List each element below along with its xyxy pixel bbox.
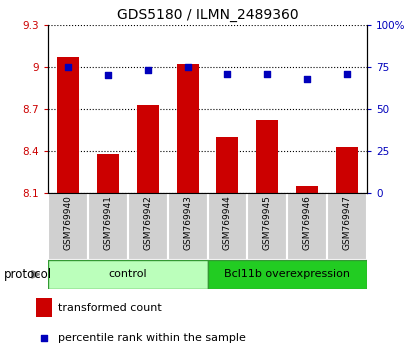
Bar <box>217 137 239 193</box>
Bar <box>57 57 79 193</box>
Bar <box>208 260 367 289</box>
Point <box>344 71 351 76</box>
Bar <box>48 193 88 260</box>
Text: GSM769941: GSM769941 <box>103 195 112 250</box>
Text: Bcl11b overexpression: Bcl11b overexpression <box>225 269 350 279</box>
Bar <box>256 120 278 193</box>
Bar <box>97 154 119 193</box>
Point <box>41 335 47 341</box>
Bar <box>336 147 358 193</box>
Bar <box>287 193 327 260</box>
Point <box>104 73 111 78</box>
Point <box>144 67 151 73</box>
Text: GSM769946: GSM769946 <box>303 195 312 250</box>
Bar <box>88 193 128 260</box>
Text: percentile rank within the sample: percentile rank within the sample <box>58 333 246 343</box>
Bar <box>36 298 52 317</box>
Bar <box>327 193 367 260</box>
Point <box>64 64 71 70</box>
Title: GDS5180 / ILMN_2489360: GDS5180 / ILMN_2489360 <box>117 8 298 22</box>
Point <box>264 71 271 76</box>
Bar <box>208 193 247 260</box>
Text: GSM769947: GSM769947 <box>343 195 352 250</box>
Text: GSM769944: GSM769944 <box>223 195 232 250</box>
Bar <box>168 193 208 260</box>
Text: control: control <box>108 269 147 279</box>
Bar <box>176 64 198 193</box>
Point <box>304 76 311 81</box>
Bar <box>48 260 208 289</box>
Bar <box>296 186 318 193</box>
Text: GSM769940: GSM769940 <box>63 195 72 250</box>
Bar <box>128 193 168 260</box>
Point <box>224 71 231 76</box>
Bar <box>247 193 287 260</box>
Text: GSM769945: GSM769945 <box>263 195 272 250</box>
Text: GSM769942: GSM769942 <box>143 195 152 250</box>
Text: protocol: protocol <box>4 268 52 281</box>
Text: GSM769943: GSM769943 <box>183 195 192 250</box>
Text: transformed count: transformed count <box>58 303 162 313</box>
Point <box>184 64 191 70</box>
Bar <box>137 105 159 193</box>
